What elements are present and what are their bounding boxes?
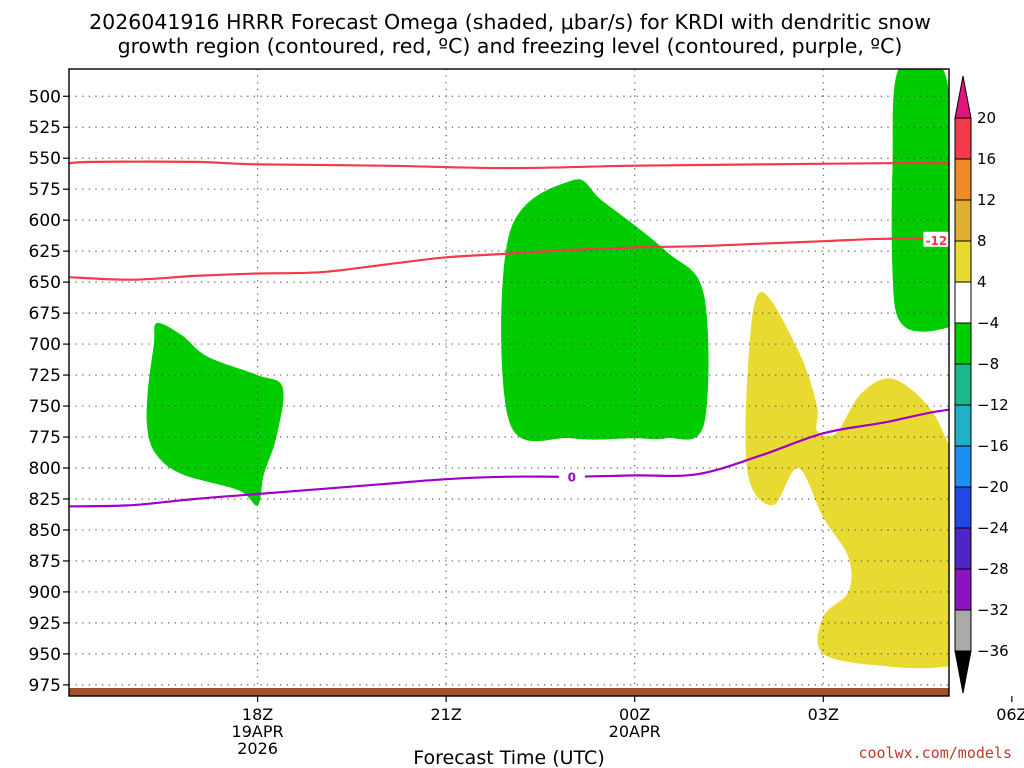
colorbar-label-7: −12 xyxy=(977,396,1009,414)
y-tick-label-775: 775 xyxy=(29,428,61,448)
colorbar-segment-0 xyxy=(954,117,972,160)
contour-label-bg-freezing-level xyxy=(558,468,585,484)
y-tick-label-525: 525 xyxy=(29,118,61,138)
contour-label-bg-dgz-bottom xyxy=(923,231,949,247)
x-tick-label-06Z-0: 06Z xyxy=(996,705,1024,724)
x-tick-label-18Z-0: 18Z xyxy=(242,705,273,724)
contour-dgz-bottom xyxy=(69,237,949,281)
x-tick-label-21Z-0: 21Z xyxy=(430,705,461,724)
y-tick-label-900: 900 xyxy=(29,583,61,603)
plot-clipped-layer: -18-120 xyxy=(69,69,949,696)
colorbar-label-0: 20 xyxy=(977,109,996,127)
colorbar-label-1: 16 xyxy=(977,150,996,168)
colorbar-segment-7 xyxy=(954,404,972,447)
contour-dgz-top xyxy=(69,160,949,170)
colorbar-segment-5 xyxy=(954,322,972,365)
colorbar-segment-2 xyxy=(954,199,972,242)
colorbar-label-9: −20 xyxy=(977,478,1009,496)
y-tick-label-975: 975 xyxy=(29,676,61,696)
omega-region-downward-5 xyxy=(745,291,949,669)
contour-label-dgz-bottom: -12 xyxy=(926,234,948,248)
y-tick-label-800: 800 xyxy=(29,459,61,479)
colorbar-label-8: −16 xyxy=(977,437,1009,455)
y-tick-label-875: 875 xyxy=(29,552,61,572)
y-tick-label-600: 600 xyxy=(29,211,61,231)
y-tick-label-750: 750 xyxy=(29,397,61,417)
colorbar-segment-1 xyxy=(954,158,972,201)
colorbar-segment-11 xyxy=(954,568,972,611)
colorbar-segment-8 xyxy=(954,445,972,488)
colorbar-segment-6 xyxy=(954,363,972,406)
x-tick-label-18Z-2: 2026 xyxy=(237,739,278,758)
colorbar-label-6: −8 xyxy=(977,355,999,373)
colorbar-label-11: −28 xyxy=(977,560,1009,578)
colorbar-segment-10 xyxy=(954,527,972,570)
colorbar-label-10: −24 xyxy=(977,519,1009,537)
x-tick-label-03Z-0: 03Z xyxy=(808,705,839,724)
x-tick-label-18Z-1: 19APR xyxy=(232,722,284,741)
colorbar-segment-4 xyxy=(954,281,972,324)
x-tick-label-00Z-0: 00Z xyxy=(619,705,650,724)
chart-title-line-2: growth region (contoured, red, ºC) and f… xyxy=(118,34,903,58)
colorbar-label-3: 8 xyxy=(977,232,987,250)
plot-area: -18-120500525550575600625650675700725750… xyxy=(29,68,1024,758)
terrain-strip xyxy=(69,688,949,696)
colorbar-segment-12 xyxy=(954,609,972,652)
colorbar-label-2: 12 xyxy=(977,191,996,209)
chart-title-line-1: 2026041916 HRRR Forecast Omega (shaded, … xyxy=(89,10,931,34)
y-tick-label-950: 950 xyxy=(29,645,61,665)
colorbar-label-5: −4 xyxy=(977,314,999,332)
x-axis-title: Forecast Time (UTC) xyxy=(413,747,604,768)
y-tick-label-650: 650 xyxy=(29,273,61,293)
colorbar-bottom-arrow xyxy=(954,650,972,694)
plot-frame xyxy=(68,68,950,697)
colorbar-label-4: 4 xyxy=(977,273,987,291)
x-tick-label-00Z-1: 20APR xyxy=(609,722,661,741)
y-tick-label-850: 850 xyxy=(29,521,61,541)
y-tick-label-675: 675 xyxy=(29,304,61,324)
y-tick-label-575: 575 xyxy=(29,180,61,200)
credit-text: coolwx.com/models xyxy=(858,744,1012,762)
y-tick-label-925: 925 xyxy=(29,614,61,634)
colorbar: 20 16 12 8 4 −4 −8 −12 −16 −20 −24 −28 −32 −36 xyxy=(954,75,1009,694)
colorbar-label-13: −36 xyxy=(977,642,1009,660)
colorbar-segment-9 xyxy=(954,486,972,529)
omega-region-upward-0 xyxy=(146,322,284,506)
y-tick-label-625: 625 xyxy=(29,242,61,262)
y-tick-label-700: 700 xyxy=(29,335,61,355)
omega-region-upward-1 xyxy=(501,179,709,442)
y-tick-label-825: 825 xyxy=(29,490,61,510)
colorbar-top-arrow xyxy=(954,75,972,119)
y-tick-label-500: 500 xyxy=(29,87,61,107)
y-tick-label-550: 550 xyxy=(29,149,61,169)
colorbar-label-12: −32 xyxy=(977,601,1009,619)
colorbar-segment-3 xyxy=(954,240,972,283)
omega-region-upward-2 xyxy=(891,69,949,332)
y-tick-label-725: 725 xyxy=(29,366,61,386)
contour-label-freezing-level: 0 xyxy=(568,471,576,485)
contour-freezing-level xyxy=(69,408,949,508)
